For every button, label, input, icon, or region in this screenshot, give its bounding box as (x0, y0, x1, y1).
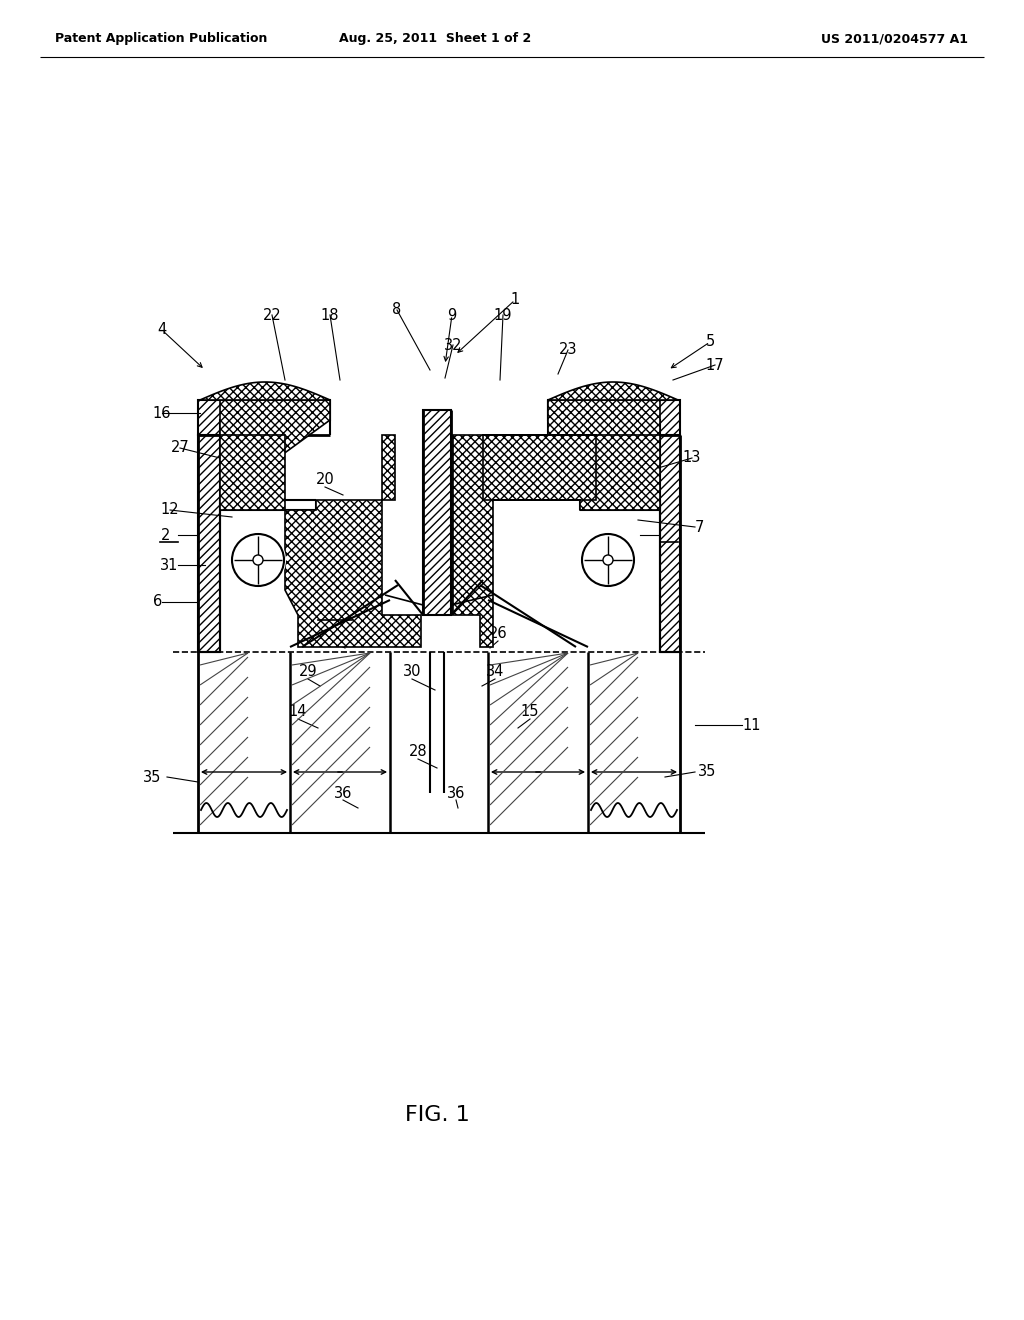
Text: 20: 20 (315, 473, 335, 487)
Text: 18: 18 (321, 308, 339, 322)
Polygon shape (548, 400, 680, 436)
Text: 19: 19 (494, 308, 512, 322)
Text: Patent Application Publication: Patent Application Publication (55, 32, 267, 45)
Circle shape (580, 532, 636, 587)
Polygon shape (200, 381, 330, 400)
Text: 25: 25 (321, 627, 339, 642)
Circle shape (582, 535, 634, 586)
Polygon shape (660, 436, 680, 652)
Text: 3: 3 (668, 528, 677, 543)
Polygon shape (198, 436, 220, 652)
Text: 22: 22 (262, 308, 282, 322)
Text: 11: 11 (742, 718, 761, 733)
Text: 34: 34 (485, 664, 504, 680)
Text: 15: 15 (521, 705, 540, 719)
Polygon shape (548, 381, 678, 400)
Polygon shape (548, 400, 660, 500)
Text: 12: 12 (161, 503, 179, 517)
Text: US 2011/0204577 A1: US 2011/0204577 A1 (821, 32, 968, 45)
Polygon shape (198, 400, 330, 436)
Text: 35: 35 (142, 770, 161, 784)
Text: 4: 4 (158, 322, 167, 338)
Text: 17: 17 (706, 358, 724, 372)
Text: 28: 28 (409, 744, 427, 759)
Text: 5: 5 (706, 334, 715, 350)
Text: 23: 23 (559, 342, 578, 358)
Text: 30: 30 (402, 664, 421, 680)
Text: 36: 36 (446, 785, 465, 800)
Text: 13: 13 (683, 450, 701, 466)
Text: 29: 29 (299, 664, 317, 680)
Text: 10: 10 (326, 605, 344, 619)
Circle shape (253, 554, 263, 565)
Text: 1: 1 (510, 293, 519, 308)
Polygon shape (423, 411, 451, 615)
Text: 2: 2 (161, 528, 170, 543)
Text: 9: 9 (447, 308, 457, 322)
Polygon shape (220, 436, 421, 647)
Polygon shape (220, 400, 330, 500)
Circle shape (230, 532, 286, 587)
Text: 7: 7 (695, 520, 705, 535)
Text: Aug. 25, 2011  Sheet 1 of 2: Aug. 25, 2011 Sheet 1 of 2 (339, 32, 531, 45)
Text: 6: 6 (153, 594, 162, 610)
Circle shape (603, 554, 613, 565)
Text: 8: 8 (392, 302, 401, 318)
Text: 21: 21 (519, 474, 538, 490)
Text: 26: 26 (488, 627, 507, 642)
Text: 16: 16 (153, 405, 171, 421)
Text: 36: 36 (334, 785, 352, 800)
Polygon shape (453, 436, 660, 647)
Text: 31: 31 (160, 557, 178, 573)
Text: 32: 32 (443, 338, 462, 352)
Circle shape (232, 535, 284, 586)
Text: 35: 35 (698, 764, 717, 780)
Text: 27: 27 (171, 441, 189, 455)
Text: FIG. 1: FIG. 1 (404, 1105, 469, 1125)
Text: 14: 14 (289, 705, 307, 719)
